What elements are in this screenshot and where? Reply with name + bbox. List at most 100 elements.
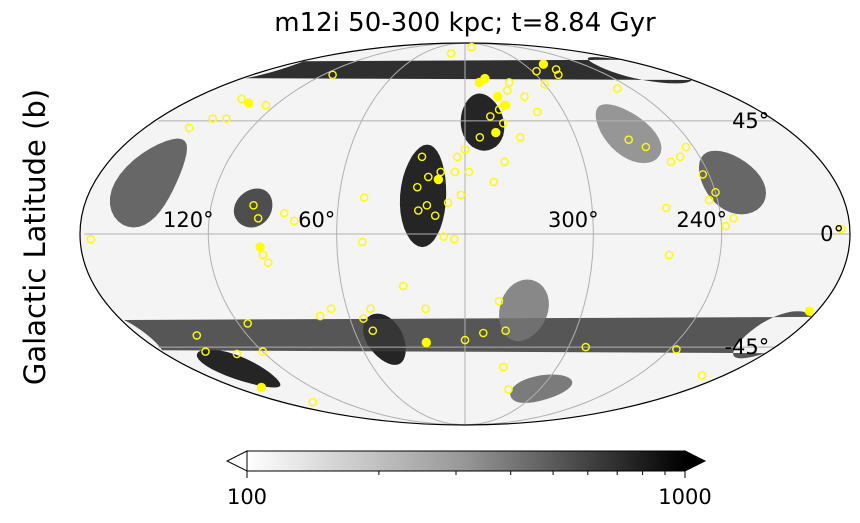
satellite-open-marker bbox=[721, 221, 731, 231]
colorbar-extend-max bbox=[684, 450, 707, 472]
satellite-open-marker bbox=[326, 304, 336, 314]
density-patch bbox=[510, 374, 573, 403]
satellite-open-marker bbox=[837, 224, 846, 234]
density-patch bbox=[399, 144, 447, 248]
satellite-filled-marker bbox=[433, 174, 444, 185]
satellite-open-marker bbox=[675, 152, 685, 162]
satellite-open-marker bbox=[358, 237, 367, 247]
satellite-open-marker bbox=[456, 190, 466, 200]
satellite-open-marker bbox=[201, 347, 210, 356]
satellite-open-marker bbox=[185, 123, 194, 133]
satellite-open-marker bbox=[489, 177, 499, 187]
colorbar: 100 1000 bbox=[225, 450, 712, 509]
satellite-open-marker bbox=[452, 152, 462, 162]
latitude-tick-label: 45° bbox=[732, 109, 769, 133]
satellite-open-marker bbox=[450, 167, 460, 177]
chart-title: m12i 50-300 kpc; t=8.84 Gyr bbox=[274, 8, 656, 38]
satellite-filled-marker bbox=[538, 59, 549, 69]
longitude-tick-label: 60° bbox=[298, 208, 335, 232]
satellite-open-marker bbox=[366, 304, 375, 314]
density-patch bbox=[110, 138, 187, 228]
satellite-open-marker bbox=[446, 49, 456, 58]
satellite-open-marker bbox=[666, 157, 676, 167]
satellite-open-marker bbox=[501, 326, 510, 336]
density-patch bbox=[595, 104, 662, 164]
latitude-tick-label: 0° bbox=[820, 222, 844, 246]
satellite-open-marker bbox=[263, 258, 273, 268]
satellite-filled-marker bbox=[804, 306, 815, 316]
satellite-open-marker bbox=[624, 135, 634, 144]
satellite-open-marker bbox=[662, 203, 671, 213]
satellite-open-marker bbox=[253, 213, 263, 223]
satellite-open-marker bbox=[485, 112, 495, 121]
satellite-open-marker bbox=[672, 345, 681, 354]
satellite-open-marker bbox=[279, 208, 289, 218]
satellite-open-marker bbox=[478, 328, 488, 338]
colorbar-ticks: 100 1000 bbox=[227, 471, 712, 509]
satellite-open-marker bbox=[192, 331, 202, 340]
satellite-open-marker bbox=[697, 371, 707, 380]
density-patch bbox=[699, 150, 766, 215]
satellite-open-marker bbox=[237, 94, 246, 104]
satellite-open-marker bbox=[704, 195, 714, 205]
satellite-open-marker bbox=[681, 142, 691, 152]
satellite-open-marker bbox=[698, 170, 708, 179]
satellite-open-marker bbox=[499, 362, 508, 372]
satellite-open-marker bbox=[664, 250, 674, 260]
satellite-filled-marker bbox=[493, 91, 503, 102]
satellite-open-marker bbox=[500, 157, 509, 167]
satellite-open-marker bbox=[504, 385, 513, 394]
satellite-filled-marker bbox=[491, 127, 501, 138]
satellite-open-marker bbox=[520, 92, 529, 101]
satellite-open-marker bbox=[413, 206, 423, 215]
satellite-open-marker bbox=[554, 70, 563, 80]
satellite-open-marker bbox=[460, 145, 470, 154]
satellite-open-marker bbox=[315, 311, 325, 321]
satellite-open-marker bbox=[711, 187, 720, 197]
satellite-open-marker bbox=[308, 397, 318, 407]
satellite-open-marker bbox=[532, 66, 541, 76]
satellite-open-marker bbox=[412, 182, 422, 192]
satellite-open-marker bbox=[368, 326, 378, 336]
satellite-open-marker bbox=[613, 84, 622, 93]
satellite-open-marker bbox=[729, 213, 738, 223]
satellite-open-marker bbox=[289, 216, 299, 226]
satellite-open-marker bbox=[222, 114, 231, 123]
satellite-open-marker bbox=[494, 296, 504, 306]
satellite-open-marker bbox=[502, 86, 512, 95]
satellite-open-marker bbox=[551, 65, 561, 74]
satellite-open-marker bbox=[423, 172, 433, 182]
colorbar-tick-label: 100 bbox=[227, 485, 267, 509]
satellite-open-marker bbox=[641, 142, 651, 152]
satellite-open-marker bbox=[243, 319, 252, 328]
satellite-open-marker bbox=[232, 349, 242, 359]
satellite-open-marker bbox=[258, 347, 268, 356]
satellite-filled-marker bbox=[421, 337, 431, 348]
satellite-open-marker bbox=[504, 78, 514, 87]
density-patch bbox=[499, 279, 549, 342]
map-tick-labels: 120° 60° 300° 240° 45° 0° -45° bbox=[163, 109, 844, 359]
satellite-open-marker bbox=[467, 42, 476, 52]
colorbar-gradient bbox=[246, 450, 686, 472]
satellite-open-marker bbox=[494, 105, 504, 114]
satellite-filled-marker bbox=[255, 242, 265, 252]
satellite-open-marker bbox=[439, 232, 448, 241]
density-map bbox=[80, 43, 850, 425]
latitude-tick-label: -45° bbox=[724, 335, 769, 359]
colorbar-extend-min bbox=[225, 450, 248, 472]
satellite-filled-marker bbox=[256, 382, 267, 393]
satellite-open-marker bbox=[398, 281, 408, 291]
satellite-open-marker bbox=[208, 114, 217, 123]
satellite-open-marker bbox=[475, 132, 485, 142]
satellite-open-marker bbox=[430, 211, 440, 220]
satellite-open-marker bbox=[421, 304, 430, 314]
satellite-open-marker bbox=[261, 100, 271, 110]
satellite-open-marker bbox=[464, 167, 474, 177]
colorbar-tick-label: 1000 bbox=[658, 485, 711, 509]
satellite-open-marker bbox=[359, 193, 369, 202]
satellite-open-marker bbox=[540, 80, 550, 89]
satellite-open-marker bbox=[417, 152, 427, 162]
satellite-open-marker bbox=[359, 314, 368, 323]
longitude-tick-label: 240° bbox=[676, 208, 727, 232]
